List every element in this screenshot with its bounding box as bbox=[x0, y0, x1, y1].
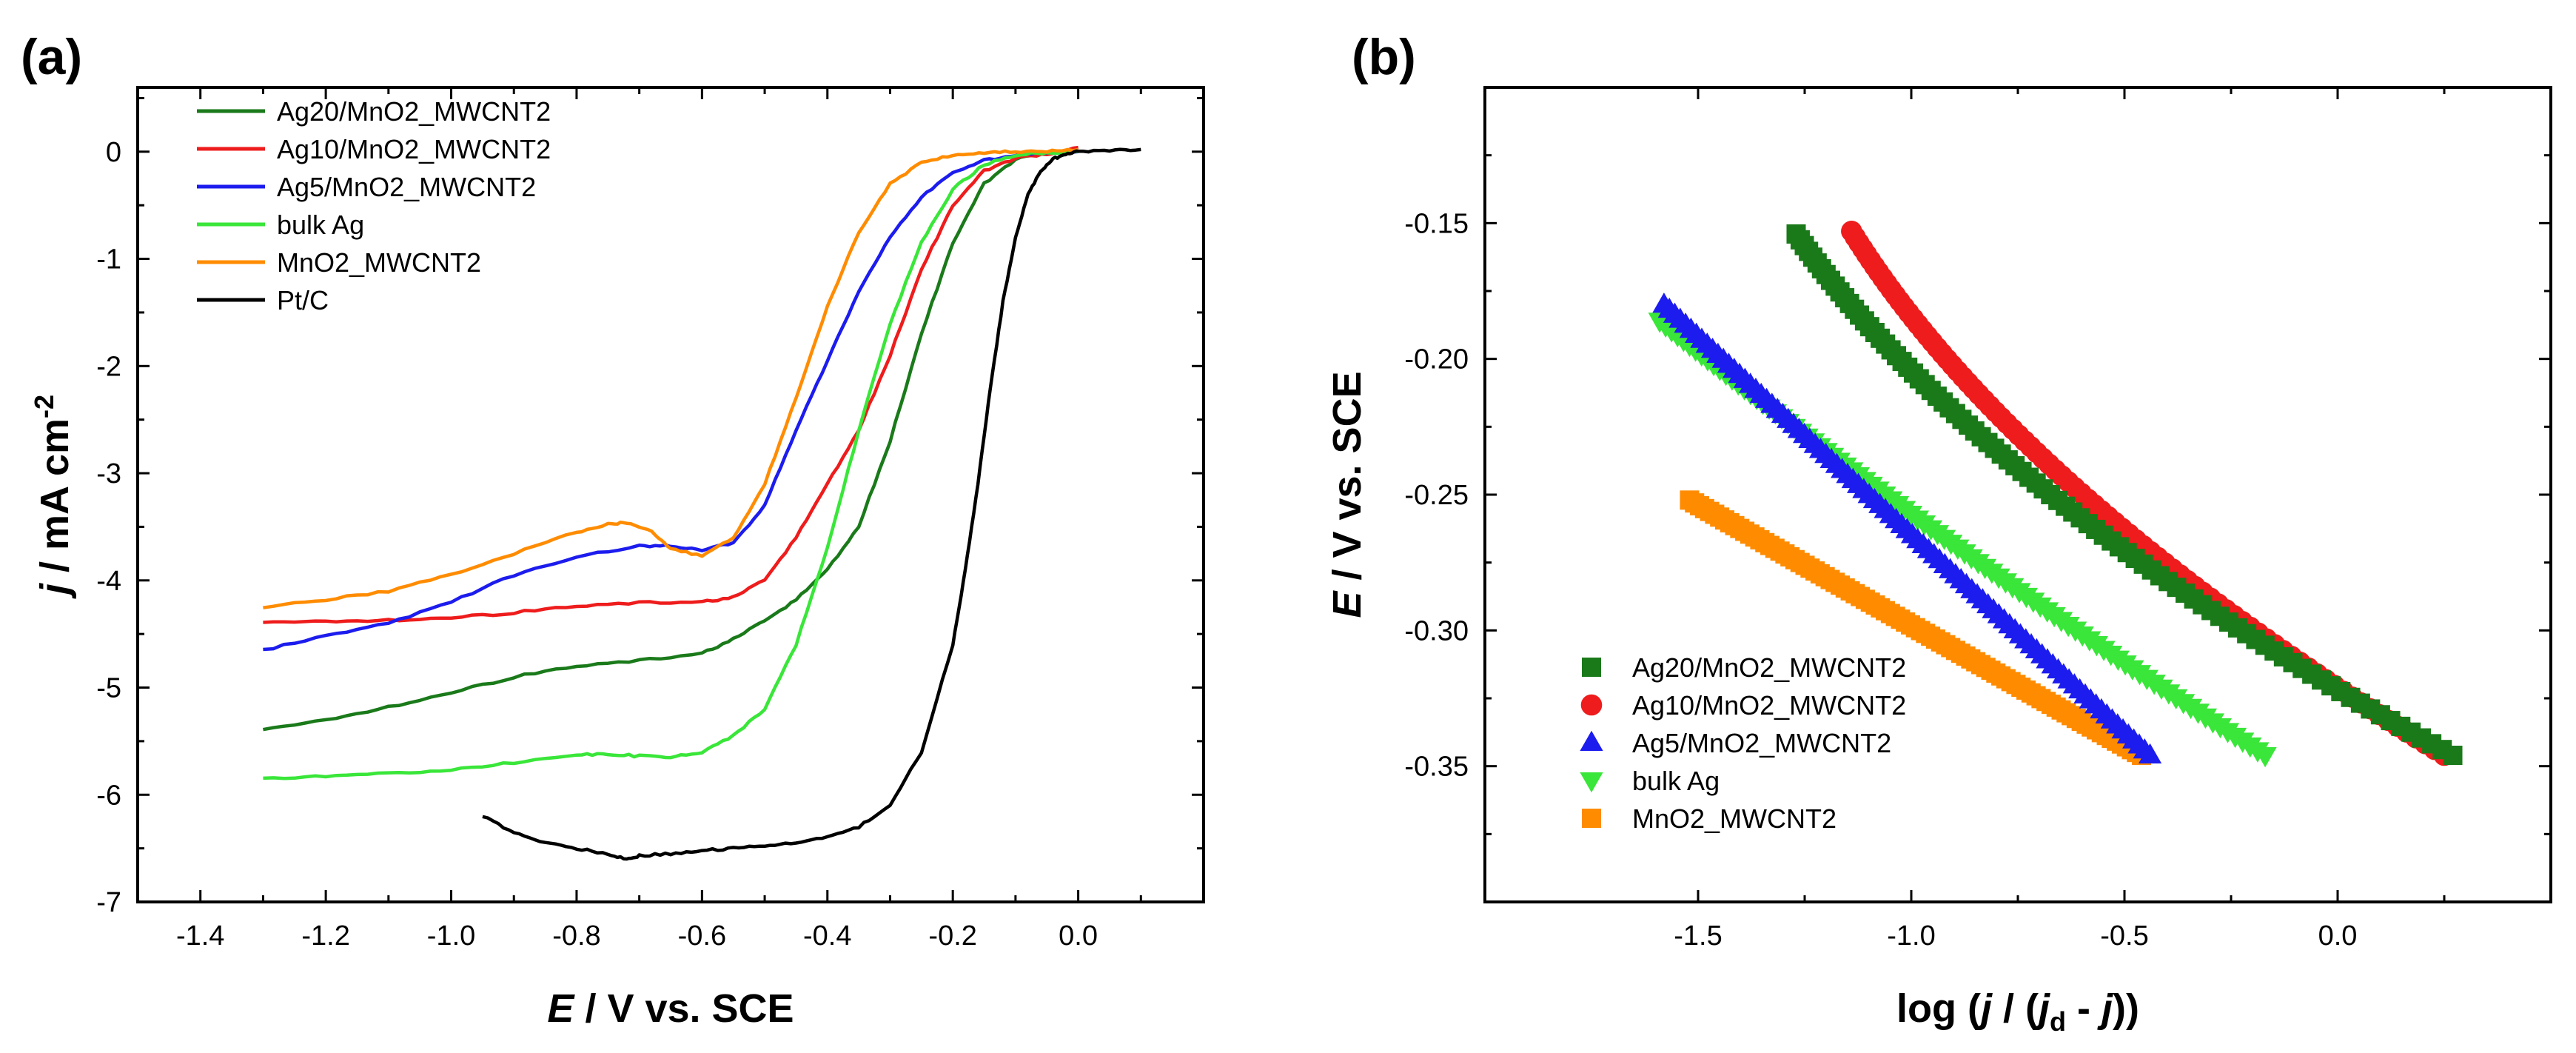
panel-a-chart: (a) -1.4 -1.2 -1.0 -0.8 -0.6 -0.4 -0.2 0.0 0 -1 -2… bbox=[21, 29, 1205, 1031]
panel-a-y-tick-label: -1 bbox=[96, 244, 121, 275]
data-point bbox=[2253, 746, 2277, 768]
panel-a-y-tick-label: -3 bbox=[96, 458, 121, 489]
panel-a-x-tick-label: -1.2 bbox=[301, 920, 349, 952]
panel-b-y-axis-title: E / V vs. SCE bbox=[1325, 371, 1369, 618]
data-point bbox=[2443, 746, 2463, 765]
legend-marker bbox=[1580, 730, 1603, 752]
legend-marker bbox=[1580, 772, 1603, 793]
series-line-ag20-mno2-mwcnt2 bbox=[262, 147, 1079, 732]
panel-a-y-tick-label: 0 bbox=[106, 137, 121, 168]
panel-a-y-tick-label: -2 bbox=[96, 351, 121, 382]
legend-label: Ag20/MnO2_MWCNT2 bbox=[1632, 652, 1906, 683]
legend-label: MnO2_MWCNT2 bbox=[1632, 803, 1837, 834]
legend-label: bulk Ag bbox=[1632, 766, 1720, 796]
legend-label: MnO2_MWCNT2 bbox=[277, 247, 481, 278]
series-line-mno2-mwcnt2 bbox=[263, 147, 1079, 609]
legend-label: Pt/C bbox=[277, 285, 329, 315]
panel-b-x-tick-label: -1.5 bbox=[1674, 920, 1722, 952]
panel-a-x-tick-label: -1.4 bbox=[176, 920, 224, 952]
panel-a-x-tick-label: 0.0 bbox=[1059, 920, 1098, 952]
series-line-bulk-ag bbox=[263, 150, 1079, 780]
series-mno2-mwcnt2 bbox=[1680, 490, 2152, 765]
series-ag20-mno2-mwcnt2 bbox=[1786, 224, 2463, 765]
panel-a-x-tick-label: -0.8 bbox=[552, 920, 600, 952]
legend-label: Ag5/MnO2_MWCNT2 bbox=[277, 172, 536, 202]
panel-b-chart: (b) -1.5 -1.0 -0.5 0.0 -0.15 -0.20 -0.25 -0.30 -… bbox=[1325, 29, 2552, 1037]
series-line-ag5-mno2-mwcnt2 bbox=[263, 150, 1079, 652]
legend-label: Ag10/MnO2_MWCNT2 bbox=[277, 134, 551, 164]
panel-b-y-tick-label: -0.15 bbox=[1404, 208, 1469, 239]
panel-a-x-axis-title: E / V vs. SCE bbox=[547, 986, 794, 1031]
panel-a-y-tick-label: -4 bbox=[96, 566, 121, 597]
legend-label: bulk Ag bbox=[277, 210, 364, 240]
series-line-pt-c bbox=[482, 147, 1141, 861]
panel-a-frame bbox=[136, 86, 1205, 903]
panel-b-y-tick-label: -0.20 bbox=[1404, 344, 1469, 375]
panel-b-label: (b) bbox=[1352, 29, 1416, 85]
panel-a-y-tick-label: -5 bbox=[96, 673, 121, 704]
panel-a-x-tick-label: -0.2 bbox=[928, 920, 976, 952]
panel-a-y-axis-title: j / mA cm-2 bbox=[29, 395, 77, 599]
panel-b-x-axis-title: log (j / (jd - j)) bbox=[1896, 986, 2139, 1037]
panel-b-x-tick-label: -1.0 bbox=[1887, 920, 1935, 952]
panel-a-x-tick-label: -0.4 bbox=[803, 920, 851, 952]
panel-a-x-tick-label: -1.0 bbox=[427, 920, 475, 952]
data-point bbox=[2138, 743, 2162, 764]
legend-marker bbox=[1582, 809, 1601, 828]
panel-a-label: (a) bbox=[21, 29, 82, 85]
panel-b-x-tick-label: 0.0 bbox=[2318, 920, 2358, 952]
legend-marker bbox=[1582, 658, 1601, 677]
legend-label: Ag10/MnO2_MWCNT2 bbox=[1632, 690, 1906, 721]
panel-b-y-tick-label: -0.35 bbox=[1404, 752, 1469, 783]
panel-a-y-tick-label: -6 bbox=[96, 780, 121, 811]
panel-a-x-tick-label: -0.6 bbox=[678, 920, 726, 952]
series-line-ag10-mno2-mwcnt2 bbox=[263, 145, 1079, 624]
legend-label: Ag5/MnO2_MWCNT2 bbox=[1632, 728, 1891, 758]
panel-b-y-tick-label: -0.30 bbox=[1404, 615, 1469, 646]
legend-marker bbox=[1580, 694, 1603, 716]
panel-b-y-tick-label: -0.25 bbox=[1404, 480, 1469, 511]
panel-a-y-tick-label: -7 bbox=[96, 887, 121, 918]
legend-label: Ag20/MnO2_MWCNT2 bbox=[277, 96, 551, 127]
panel-b-x-tick-label: -0.5 bbox=[2100, 920, 2148, 952]
series-ag5-mno2-mwcnt2 bbox=[1652, 292, 2162, 764]
